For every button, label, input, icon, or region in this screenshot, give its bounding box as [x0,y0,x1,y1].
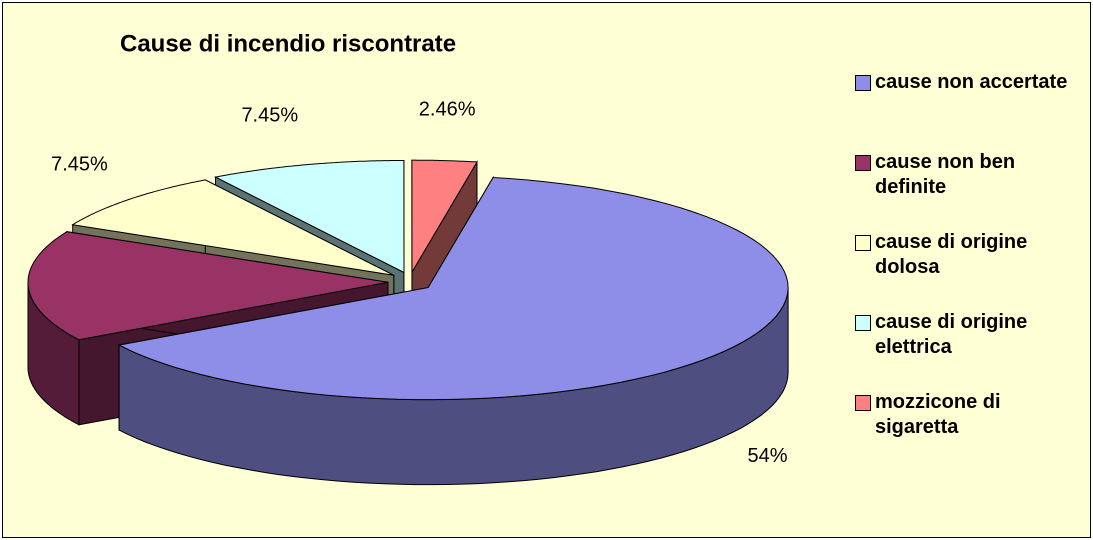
legend-label: cause non ben definite [875,151,1016,198]
legend-item: cause di origine elettrica [855,310,1087,390]
legend-label: cause non accertate [875,71,1068,93]
legend-swatch [855,395,871,411]
legend-label: cause di origine dolosa [875,231,1028,278]
data-label: 7.45% [51,154,108,176]
legend-label: cause di origine elettrica [875,311,1028,358]
legend-item: cause non ben definite [855,150,1087,230]
legend-swatch [855,155,871,171]
slice [213,160,405,274]
legend-item: cause non accertate [855,70,1087,150]
slice [117,176,789,401]
legend-label: mozzicone di sigaretta [875,391,1001,438]
pie [27,159,789,486]
chart-title: Cause di incendio riscontrate [120,30,456,57]
legend-item: mozzicone di sigaretta [855,390,1087,470]
data-label: 7.45% [241,104,298,126]
slice [27,231,389,341]
legend-swatch [855,315,871,331]
slice [411,159,478,274]
legend-item: cause di origine dolosa [855,230,1087,310]
data-label: 2.46% [419,99,476,121]
legend-swatch [855,235,871,251]
data-label: 54% [747,445,787,467]
legend-swatch [855,75,871,91]
slice [71,179,395,276]
legend: cause non accertate cause non ben definit… [855,70,1087,470]
